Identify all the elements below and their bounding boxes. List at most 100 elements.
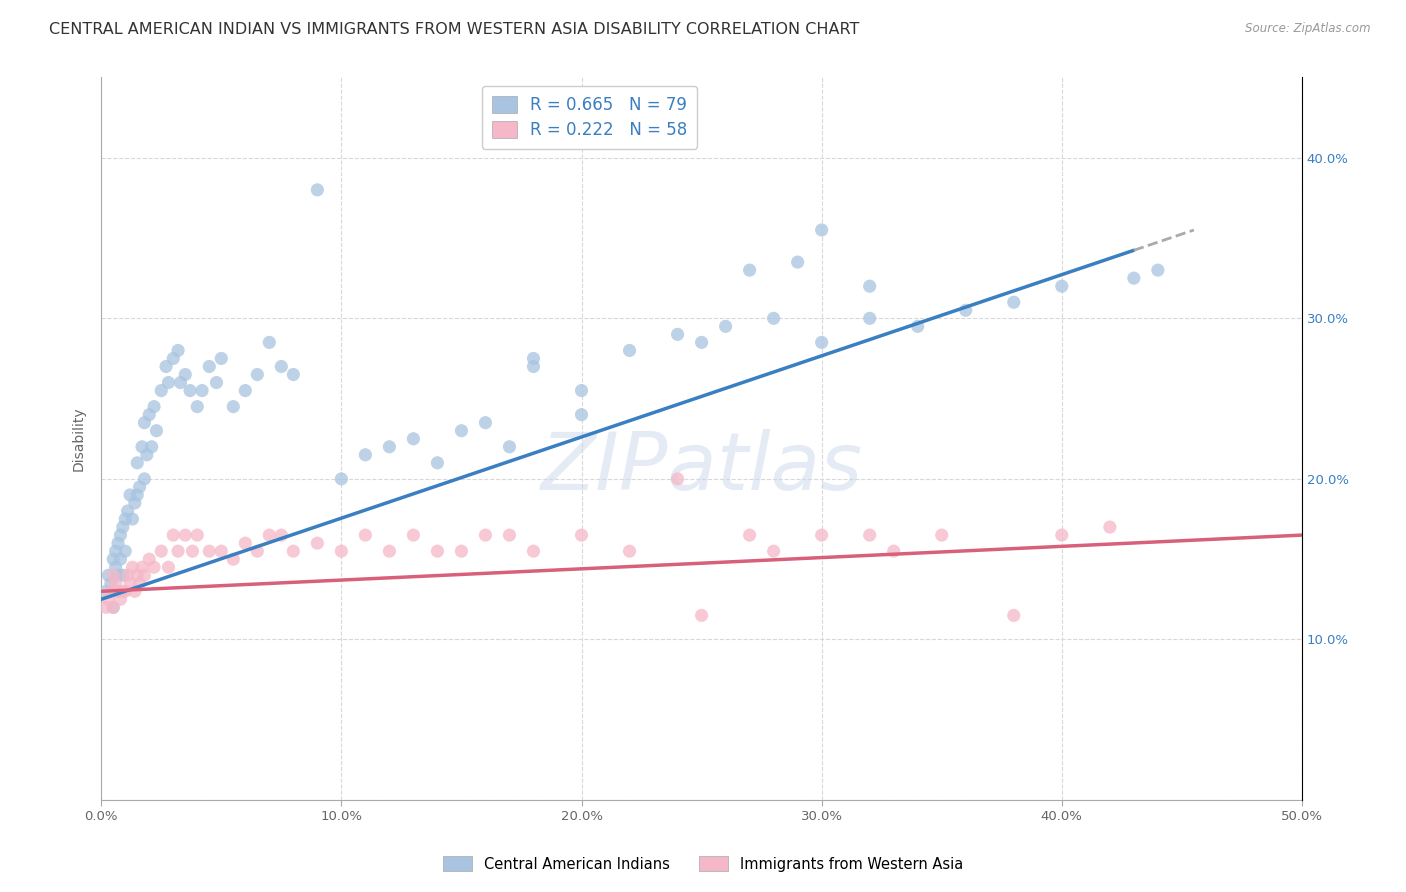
- Point: [104, 576, 127, 591]
- Point: [1002, 608, 1025, 623]
- Point: [354, 528, 377, 542]
- Point: [143, 560, 166, 574]
- Point: [179, 384, 201, 398]
- Point: [1002, 295, 1025, 310]
- Point: [134, 416, 156, 430]
- Point: [259, 335, 281, 350]
- Point: [931, 528, 953, 542]
- Point: [883, 544, 905, 558]
- Point: [402, 528, 425, 542]
- Point: [378, 440, 401, 454]
- Point: [619, 343, 641, 358]
- Point: [103, 552, 125, 566]
- Point: [330, 472, 353, 486]
- Text: CENTRAL AMERICAN INDIAN VS IMMIGRANTS FROM WESTERN ASIA DISABILITY CORRELATION C: CENTRAL AMERICAN INDIAN VS IMMIGRANTS FR…: [49, 22, 859, 37]
- Point: [762, 544, 785, 558]
- Point: [118, 488, 141, 502]
- Point: [233, 536, 256, 550]
- Point: [191, 384, 214, 398]
- Point: [169, 376, 191, 390]
- Point: [714, 319, 737, 334]
- Point: [450, 544, 472, 558]
- Point: [118, 576, 141, 591]
- Point: [498, 440, 520, 454]
- Point: [103, 600, 125, 615]
- Point: [110, 552, 132, 566]
- Point: [522, 359, 544, 374]
- Point: [426, 456, 449, 470]
- Point: [1098, 520, 1121, 534]
- Point: [127, 488, 149, 502]
- Point: [114, 544, 136, 558]
- Point: [111, 584, 134, 599]
- Point: [205, 376, 228, 390]
- Point: [198, 359, 221, 374]
- Point: [117, 568, 139, 582]
- Point: [114, 584, 136, 599]
- Point: [134, 472, 156, 486]
- Point: [738, 528, 761, 542]
- Point: [150, 544, 173, 558]
- Point: [124, 496, 146, 510]
- Point: [233, 384, 256, 398]
- Point: [138, 408, 160, 422]
- Point: [97, 568, 120, 582]
- Point: [571, 408, 593, 422]
- Point: [378, 544, 401, 558]
- Point: [131, 440, 153, 454]
- Point: [110, 592, 132, 607]
- Point: [141, 440, 163, 454]
- Point: [198, 544, 221, 558]
- Point: [143, 400, 166, 414]
- Point: [810, 528, 832, 542]
- Point: [450, 424, 472, 438]
- Point: [738, 263, 761, 277]
- Point: [155, 359, 177, 374]
- Point: [1050, 528, 1073, 542]
- Point: [94, 584, 117, 599]
- Point: [307, 536, 329, 550]
- Point: [246, 544, 269, 558]
- Point: [571, 384, 593, 398]
- Point: [157, 560, 180, 574]
- Point: [174, 528, 197, 542]
- Point: [786, 255, 808, 269]
- Point: [107, 536, 129, 550]
- Point: [209, 351, 232, 366]
- Point: [121, 512, 143, 526]
- Point: [270, 359, 292, 374]
- Point: [162, 351, 184, 366]
- Point: [307, 183, 329, 197]
- Point: [103, 600, 125, 615]
- Text: ZIPatlas: ZIPatlas: [540, 429, 863, 507]
- Point: [186, 528, 208, 542]
- Point: [209, 544, 232, 558]
- Point: [134, 568, 156, 582]
- Point: [498, 528, 520, 542]
- Point: [522, 544, 544, 558]
- Point: [474, 416, 496, 430]
- Point: [270, 528, 292, 542]
- Point: [859, 311, 882, 326]
- Point: [690, 335, 713, 350]
- Point: [283, 368, 305, 382]
- Legend: Central American Indians, Immigrants from Western Asia: Central American Indians, Immigrants fro…: [437, 850, 969, 878]
- Point: [330, 544, 353, 558]
- Point: [117, 504, 139, 518]
- Point: [426, 544, 449, 558]
- Point: [107, 568, 129, 582]
- Point: [150, 384, 173, 398]
- Point: [127, 568, 149, 582]
- Point: [571, 528, 593, 542]
- Point: [94, 600, 117, 615]
- Y-axis label: Disability: Disability: [72, 407, 86, 471]
- Point: [246, 368, 269, 382]
- Point: [107, 584, 129, 599]
- Point: [135, 448, 157, 462]
- Point: [222, 400, 245, 414]
- Point: [103, 568, 125, 582]
- Point: [259, 528, 281, 542]
- Point: [181, 544, 204, 558]
- Point: [1147, 263, 1170, 277]
- Point: [762, 311, 785, 326]
